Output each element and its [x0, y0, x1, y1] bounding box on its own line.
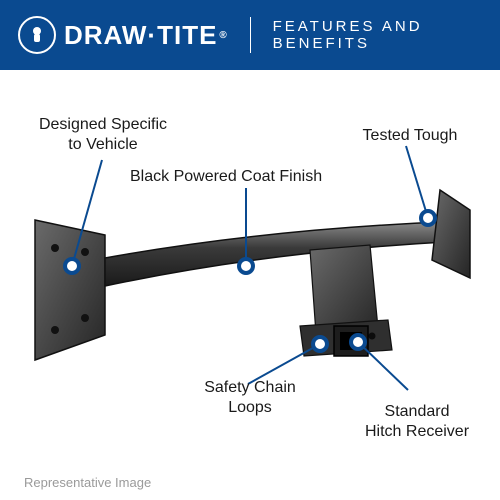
brand-logo: DRAW·TITE ® — [18, 16, 228, 54]
representative-note: Representative Image — [24, 475, 151, 490]
header-bar: DRAW·TITE ® FEATURES AND BENEFITS — [0, 0, 500, 70]
callout-label-standard: StandardHitch Receiver — [352, 402, 482, 442]
registered-mark: ® — [219, 30, 227, 41]
logo-text: DRAW·TITE — [64, 20, 217, 51]
hitch-ball-icon — [18, 16, 56, 54]
callout-label-safety: Safety ChainLoops — [190, 378, 310, 418]
callout-label-designed: Designed Specificto Vehicle — [28, 115, 178, 155]
header-subtitle: FEATURES AND BENEFITS — [273, 18, 482, 52]
header-divider — [250, 17, 251, 53]
callout-label-black: Black Powered Coat Finish — [130, 167, 390, 187]
callout-label-tested: Tested Tough — [345, 126, 475, 146]
diagram-stage: Representative Image Designed Specificto… — [0, 70, 500, 500]
